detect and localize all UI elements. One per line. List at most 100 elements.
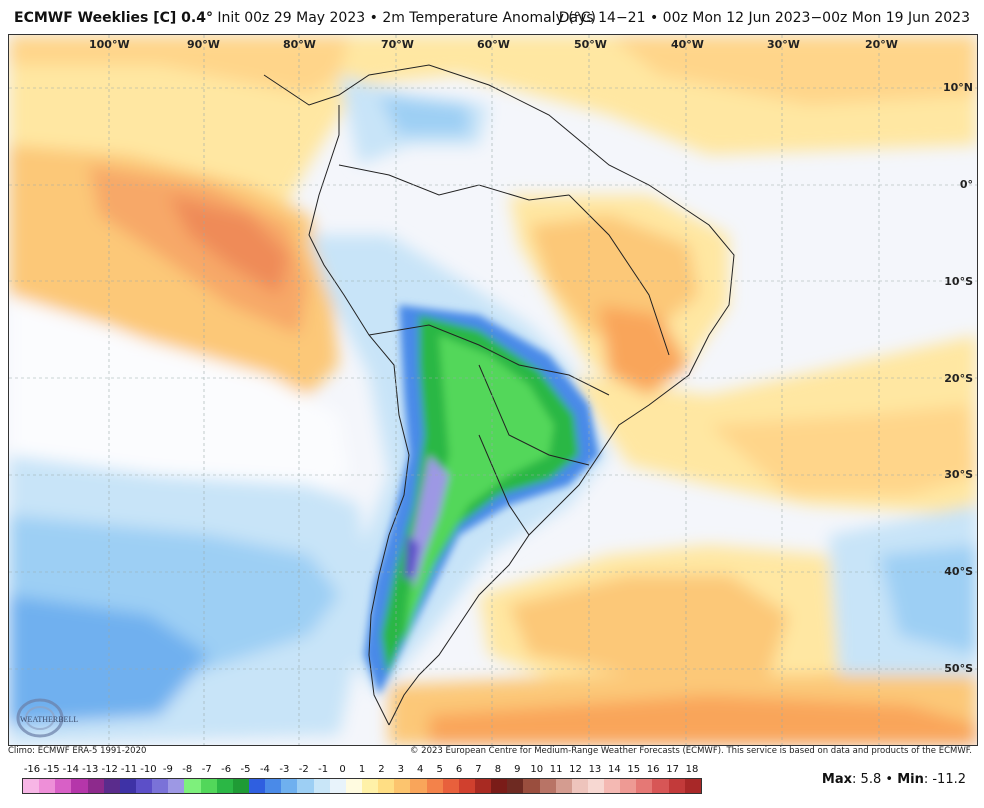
colorbar-tick-label: 3 <box>397 764 404 775</box>
lon-label-60w: 60°W <box>477 38 510 51</box>
colorbar-swatch <box>55 779 72 793</box>
max-label: Max <box>821 772 853 787</box>
colorbar-swatch <box>539 779 556 793</box>
cold-anomaly-core <box>364 305 599 695</box>
lon-label-20w: 20°W <box>865 38 898 51</box>
colorbar-swatch <box>442 779 459 793</box>
colorbar-swatch <box>587 779 605 793</box>
chart-title: ECMWF Weeklies [C] 0.4° <box>14 10 213 26</box>
lat-label-10s: 10°S <box>944 275 973 288</box>
colorbar-swatch <box>23 779 40 793</box>
colorbar-swatch <box>103 779 120 793</box>
colorbar-swatch <box>474 779 492 793</box>
colorbar-tick-label: -11 <box>120 764 138 775</box>
colorbar-swatch <box>394 779 411 793</box>
colorbar-swatch <box>248 779 266 793</box>
colorbar-swatch <box>135 779 153 793</box>
lon-label-100w: 100°W <box>89 38 130 51</box>
min-value: -11.2 <box>932 772 966 787</box>
colorbar-swatch <box>604 779 621 793</box>
colorbar-tick-label: -4 <box>259 764 270 775</box>
max-value: 5.8 <box>860 772 882 787</box>
colorbar-tick-label: 14 <box>607 764 621 775</box>
colorbar-tick-label: -12 <box>101 764 118 775</box>
max-min-readout: Max: 5.8 • Min: -11.2 <box>821 772 966 787</box>
colorbar-tick-label: -6 <box>221 764 232 775</box>
colorbar-swatch <box>152 779 169 793</box>
colorbar-tick-label: 12 <box>569 764 582 775</box>
colorbar-tick-label: 6 <box>455 764 463 775</box>
colorbar-swatch <box>361 779 379 793</box>
colorbar-tick-label: 1 <box>358 764 366 775</box>
colorbar-tick-label: 18 <box>685 764 699 775</box>
colorbar-swatch <box>313 779 330 793</box>
colorbar-tick-label: 17 <box>666 764 679 775</box>
lat-label-40s: 40°S <box>944 565 973 578</box>
colorbar-swatch <box>652 779 669 793</box>
colorbar-swatch <box>168 779 185 793</box>
colorbar-tick-label: 16 <box>646 764 660 775</box>
colorbar-swatch <box>265 779 282 793</box>
colorbar-tick-label: 7 <box>475 764 482 775</box>
colorbar-swatch <box>87 779 104 793</box>
colorbar-swatch <box>184 779 201 793</box>
colorbar-swatch <box>507 779 524 793</box>
lat-label-30s: 30°S <box>944 468 973 481</box>
colorbar-swatch <box>410 779 427 793</box>
chart-header: ECMWF Weeklies [C] 0.4° Init 00z 29 May … <box>14 10 970 32</box>
colorbar-swatch <box>636 779 653 793</box>
init-time: Init 00z 29 May 2023 <box>217 10 366 26</box>
colorbar-tick-label: -15 <box>43 764 60 775</box>
colorbar-tick-label: 2 <box>378 764 385 775</box>
colorbar-swatch <box>668 779 685 793</box>
colorbar-swatch <box>71 779 88 793</box>
colorbar-swatch <box>620 779 637 793</box>
colorbar-tick-label: 11 <box>549 764 563 775</box>
colorbar-swatch <box>491 779 508 793</box>
colorbar-tick-label: 4 <box>417 764 424 775</box>
colorbar-swatch <box>378 779 395 793</box>
logo-text: WEATHERBELL <box>20 715 78 724</box>
lon-label-70w: 70°W <box>381 38 414 51</box>
lon-label-50w: 50°W <box>574 38 607 51</box>
valid-period: Days 14−21 • 00z Mon 12 Jun 2023−00z Mon… <box>558 10 970 26</box>
colorbar-tick-label: 15 <box>627 764 641 775</box>
colorbar-swatch <box>232 779 249 793</box>
lon-label-90w: 90°W <box>187 38 220 51</box>
lon-label-80w: 80°W <box>283 38 316 51</box>
colorbar-swatch <box>119 779 136 793</box>
lat-label-10n: 10°N <box>942 81 973 94</box>
climo-credit: Climo: ECMWF ERA-5 1991-2020 <box>8 746 147 756</box>
lat-label-50s: 50°S <box>944 662 973 675</box>
colorbar-tick-label: -9 <box>162 764 173 775</box>
colorbar-tick-label: 0 <box>339 764 346 775</box>
colorbar-swatch <box>571 779 588 793</box>
colorbar-swatches <box>22 778 702 794</box>
colorbar-swatch <box>523 779 540 793</box>
lon-label-40w: 40°W <box>671 38 704 51</box>
colorbar-swatch <box>39 779 56 793</box>
temperature-anomaly-map <box>9 35 977 745</box>
colorbar-tick-label: -8 <box>182 764 193 775</box>
weatherbell-logo: WEATHERBELL <box>16 698 78 738</box>
colorbar-tick-label: 13 <box>588 764 602 775</box>
maxmin-separator: • <box>885 772 894 787</box>
colorbar-swatch <box>345 779 362 793</box>
colorbar-tick-label: -5 <box>240 764 251 775</box>
header-bullet: • <box>369 10 378 26</box>
variable-name: 2m Temperature Anomaly (°C) <box>382 10 596 26</box>
colorbar-tick-label: -2 <box>298 764 309 775</box>
anomaly-field <box>9 35 977 745</box>
colorbar-tick-label: 9 <box>514 764 521 775</box>
colorbar-swatch <box>281 779 298 793</box>
colorbar-tick-label: 8 <box>494 764 502 775</box>
colorbar-swatch <box>216 779 233 793</box>
colorbar-tick-label: 5 <box>436 764 443 775</box>
min-label: Min <box>897 772 924 787</box>
lat-label-20s: 20°S <box>944 372 973 385</box>
colorbar-tick-label: 10 <box>530 764 544 775</box>
colorbar-labels: -16 -15 -14 -13 -12 -11 -10 -9 -8 -7 -6 -5 -4 -3 -2 -1 0… <box>22 764 702 776</box>
colorbar-tick-label: -10 <box>140 764 157 775</box>
map-panel[interactable]: 100°W 90°W 80°W 70°W 60°W 50°W 40°W 30°W… <box>8 34 978 746</box>
colorbar-swatch <box>200 779 217 793</box>
